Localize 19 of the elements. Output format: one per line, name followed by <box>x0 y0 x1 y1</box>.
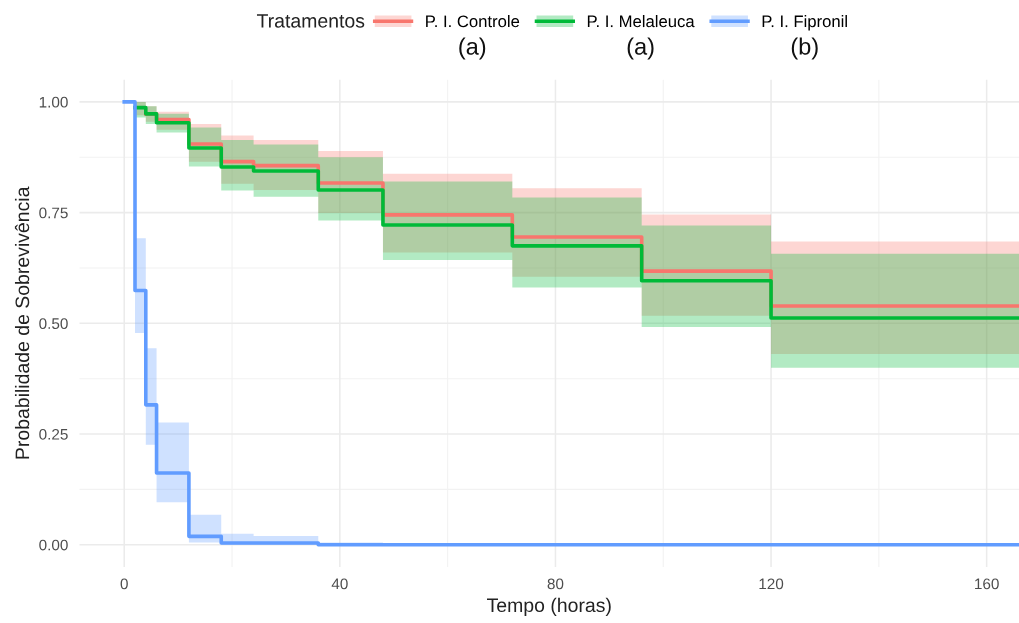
y-tick-label: 1.00 <box>39 96 68 108</box>
x-tick-label: 120 <box>759 578 784 590</box>
text: (a) <box>459 37 486 60</box>
legend-label: P. I. Controle <box>426 15 520 28</box>
y-axis-title: Probabilidade de Sobrevivência <box>14 186 30 459</box>
legend-title: Tratamentos <box>256 14 365 28</box>
x-tick-label: 0 <box>120 578 128 590</box>
text: (b) <box>791 37 818 60</box>
y-tick-label: 0.50 <box>39 318 68 330</box>
y-tick-label: 0.25 <box>39 428 68 440</box>
y-tick-label: 0.00 <box>39 539 68 551</box>
x-tick-label: 80 <box>547 578 564 590</box>
text: (a) <box>627 37 654 60</box>
legend-label: P. I. Melaleuca <box>587 15 695 28</box>
legend-label: P. I. Fipronil <box>762 15 847 31</box>
x-axis-title: Tempo (horas) <box>487 597 611 616</box>
x-tick-label: 40 <box>331 578 348 590</box>
y-tick-label: 0.75 <box>39 207 68 219</box>
x-tick-label: 160 <box>975 578 999 590</box>
